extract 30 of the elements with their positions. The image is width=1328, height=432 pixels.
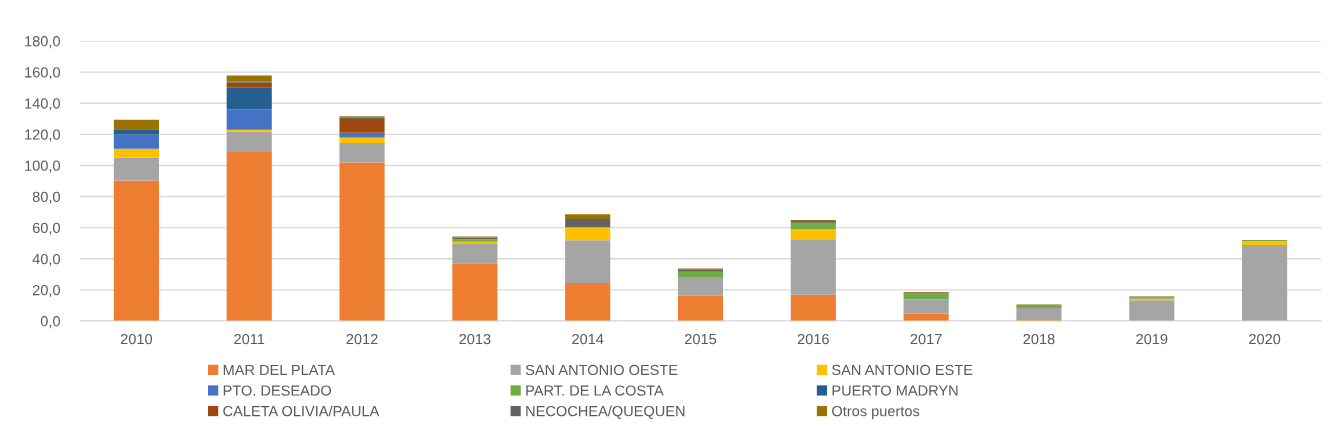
- x-tick-label: 2015: [685, 333, 717, 345]
- x-tick-label: 2011: [234, 333, 265, 345]
- y-tick-label: 120,0: [25, 129, 60, 142]
- y-tick-label: 180,0: [25, 36, 60, 49]
- x-tick-label: 2012: [346, 333, 378, 345]
- x-tick-label: 2020: [1249, 333, 1281, 345]
- y-tick-label: 20,0: [32, 284, 60, 298]
- legend-label: Otros puertos: [832, 405, 920, 420]
- y-tick-label: 40,0: [32, 253, 60, 266]
- y-tick-label: 100,0: [25, 160, 60, 173]
- legend-label: PART. DE LA COSTA: [526, 385, 664, 396]
- legend-label: PTO. DESEADO: [223, 385, 332, 396]
- x-tick-label: 2017: [910, 333, 942, 345]
- legend-label: PUERTO MADRYN: [832, 385, 958, 396]
- legend-label: MAR DEL PLATA: [223, 364, 335, 375]
- legend-label: SAN ANTONIO ESTE: [832, 364, 973, 376]
- x-tick-label: 2018: [1023, 333, 1055, 345]
- y-tick-label: 160,0: [25, 67, 60, 80]
- legend-label: NECOCHEA/QUEQUEN: [526, 405, 685, 419]
- x-tick-label: 2010: [120, 333, 153, 345]
- x-tick-label: 2019: [1136, 333, 1168, 345]
- x-tick-label: 2016: [797, 333, 829, 345]
- y-tick-label: 140,0: [25, 98, 60, 111]
- y-tick-label: 60,0: [32, 222, 60, 235]
- x-tick-label: 2013: [459, 333, 491, 345]
- x-tick-label: 2014: [572, 333, 604, 345]
- y-tick-label: 0,0: [40, 316, 60, 329]
- legend-label: CALETA OLIVIA/PAULA: [223, 405, 380, 417]
- y-tick-label: 80,0: [32, 191, 60, 204]
- legend-label: SAN ANTONIO OESTE: [525, 364, 678, 376]
